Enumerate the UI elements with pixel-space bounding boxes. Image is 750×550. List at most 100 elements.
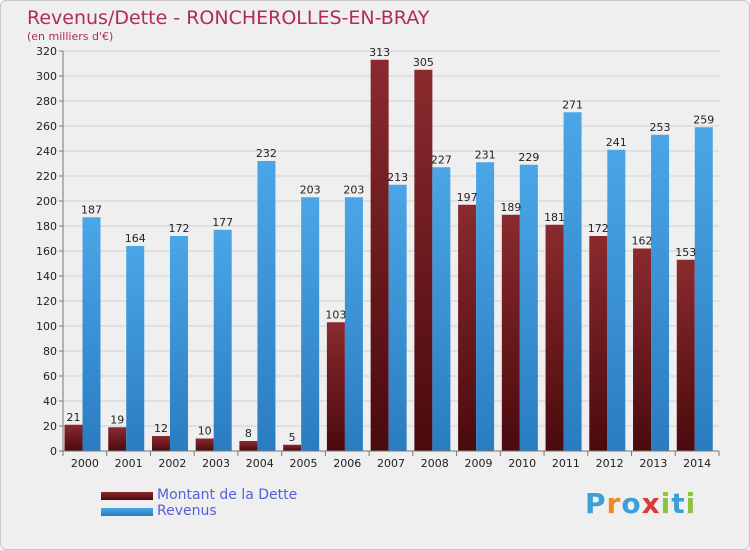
x-tick-label: 2007 [377, 457, 405, 470]
bar-revenue-2010 [519, 164, 538, 451]
y-tick-label: 280 [36, 95, 57, 108]
legend-swatch-debt [101, 492, 153, 500]
x-tick-label: 2008 [421, 457, 449, 470]
y-tick-label: 200 [36, 195, 57, 208]
logo-letter: i [685, 487, 697, 520]
bar-revenue-2002 [169, 236, 188, 451]
bar-debt-2013 [633, 248, 652, 451]
x-tick-label: 2009 [464, 457, 492, 470]
data-label-debt-2009: 197 [457, 191, 478, 204]
logo-letter: i [660, 487, 672, 520]
x-tick-label: 2006 [333, 457, 361, 470]
x-tick-label: 2014 [683, 457, 711, 470]
bar-debt-2014 [676, 259, 695, 451]
bar-debt-2002 [151, 436, 170, 451]
logo-letter: x [641, 487, 661, 520]
logo-letter: r [606, 487, 622, 520]
data-label-revenue-2005: 203 [300, 183, 321, 196]
data-label-debt-2007: 313 [369, 46, 390, 59]
data-label-revenue-2012: 241 [606, 136, 627, 149]
data-label-revenue-2004: 232 [256, 147, 277, 160]
logo-letter: P [585, 487, 607, 520]
data-label-debt-2001: 19 [110, 413, 124, 426]
bar-revenue-2003 [213, 229, 232, 451]
y-tick-label: 140 [36, 270, 57, 283]
data-label-revenue-2000: 187 [81, 203, 102, 216]
y-tick-label: 260 [36, 120, 57, 133]
x-tick-label: 2002 [158, 457, 186, 470]
data-label-revenue-2008: 227 [431, 153, 452, 166]
bar-debt-2006 [326, 322, 345, 451]
data-label-debt-2008: 305 [413, 56, 434, 69]
x-tick-label: 2004 [246, 457, 274, 470]
bar-revenue-2014 [694, 127, 713, 451]
data-label-revenue-2001: 164 [125, 232, 146, 245]
bar-debt-2007 [370, 59, 389, 451]
y-tick-label: 80 [43, 345, 57, 358]
y-tick-label: 0 [50, 445, 57, 458]
bar-revenue-2009 [476, 162, 495, 451]
y-tick-label: 180 [36, 220, 57, 233]
data-label-debt-2011: 181 [544, 211, 565, 224]
y-tick-label: 240 [36, 145, 57, 158]
bar-debt-2005 [283, 444, 302, 451]
data-label-revenue-2014: 259 [693, 113, 714, 126]
x-tick-label: 2011 [552, 457, 580, 470]
bar-debt-2004 [239, 441, 258, 451]
y-tick-label: 20 [43, 420, 57, 433]
bar-debt-2012 [589, 236, 608, 451]
bar-revenue-2004 [257, 161, 276, 451]
x-tick-label: 2003 [202, 457, 230, 470]
data-label-debt-2014: 153 [675, 246, 696, 259]
bar-debt-2000 [64, 424, 83, 451]
bar-revenue-2005 [301, 197, 320, 451]
x-tick-label: 2010 [508, 457, 536, 470]
bar-revenue-2011 [563, 112, 582, 451]
legend-swatch-revenue [101, 508, 153, 516]
chart-subtitle: (en milliers d'€) [27, 30, 114, 43]
data-label-revenue-2010: 229 [518, 151, 539, 164]
bar-debt-2001 [108, 427, 127, 451]
bar-revenue-2012 [607, 149, 626, 451]
bar-debt-2008 [414, 69, 433, 451]
bar-revenue-2006 [344, 197, 363, 451]
data-label-debt-2012: 172 [588, 222, 609, 235]
x-tick-label: 2000 [71, 457, 99, 470]
x-tick-label: 2001 [115, 457, 143, 470]
bar-revenue-2013 [651, 134, 670, 451]
data-label-revenue-2006: 203 [343, 183, 364, 196]
data-label-revenue-2009: 231 [475, 148, 496, 161]
legend-label-debt: Montant de la Dette [157, 487, 298, 503]
data-label-revenue-2013: 253 [650, 121, 671, 134]
x-tick-label: 2012 [596, 457, 624, 470]
bar-debt-2009 [458, 204, 477, 451]
y-tick-label: 220 [36, 170, 57, 183]
data-label-revenue-2011: 271 [562, 98, 583, 111]
bar-revenue-2008 [432, 167, 451, 451]
data-label-revenue-2003: 177 [212, 216, 233, 229]
bar-revenue-2001 [126, 246, 145, 451]
y-tick-label: 100 [36, 320, 57, 333]
y-tick-label: 60 [43, 370, 57, 383]
data-label-debt-2013: 162 [632, 235, 653, 248]
logo-letter: t [671, 487, 686, 520]
bar-debt-2011 [545, 224, 564, 451]
x-tick-label: 2013 [639, 457, 667, 470]
bar-revenue-2000 [82, 217, 101, 451]
proxiti-logo: Proxiti [585, 487, 696, 520]
data-label-debt-2006: 103 [325, 308, 346, 321]
data-label-debt-2004: 8 [245, 427, 252, 440]
logo-letter: o [621, 487, 642, 520]
data-label-debt-2005: 5 [289, 431, 296, 444]
y-tick-label: 300 [36, 70, 57, 83]
data-label-revenue-2002: 172 [168, 222, 189, 235]
legend-label-revenue: Revenus [157, 503, 217, 519]
bar-debt-2003 [195, 438, 214, 451]
y-tick-label: 320 [36, 45, 57, 58]
chart-title: Revenus/Dette - RONCHEROLLES-EN-BRAY [27, 7, 430, 29]
data-label-debt-2010: 189 [500, 201, 521, 214]
data-label-revenue-2007: 213 [387, 171, 408, 184]
y-tick-label: 160 [36, 245, 57, 258]
